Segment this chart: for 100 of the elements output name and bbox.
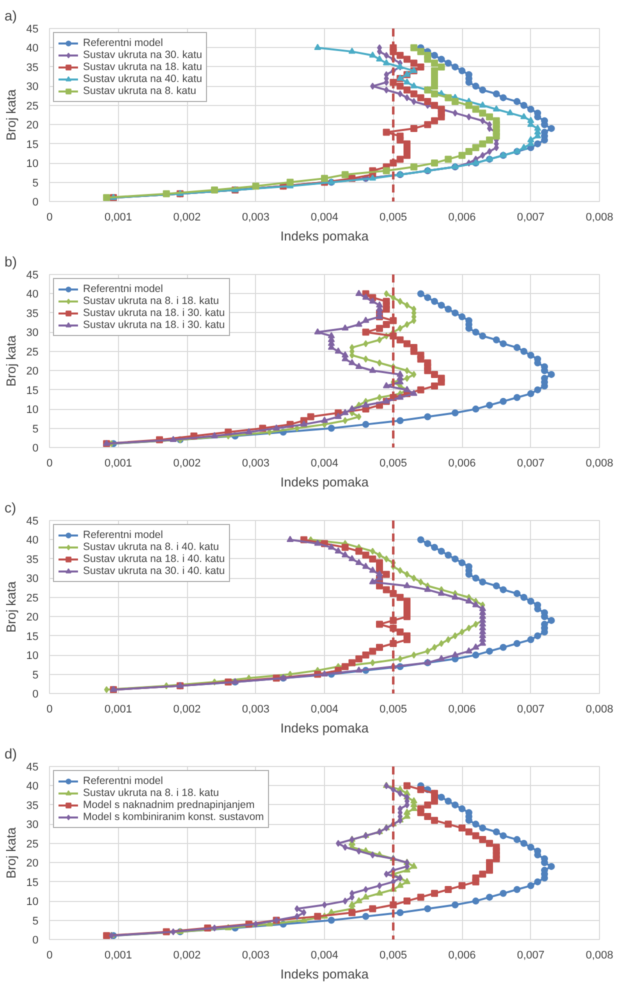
y-tick-label: 5 bbox=[32, 915, 39, 928]
x-axis-title: Indeks pomaka bbox=[280, 228, 370, 244]
y-tick-label: 40 bbox=[26, 288, 39, 301]
x-tick-label: 0,007 bbox=[516, 212, 545, 224]
legend-label: Sustav ukruta na 40. katu bbox=[83, 73, 202, 85]
x-tick-label: 0,003 bbox=[242, 458, 270, 470]
y-tick-label: 35 bbox=[26, 800, 39, 812]
x-tick-label: 0,007 bbox=[516, 704, 545, 716]
legend-label: Sustav ukruta na 30. i 40. katu bbox=[83, 565, 225, 577]
x-tick-label: 0,002 bbox=[173, 704, 201, 716]
y-tick-label: 25 bbox=[26, 100, 39, 112]
legend-label: Model s kombiniranim konst. sustavom bbox=[83, 811, 264, 823]
x-axis-title: Indeks pomaka bbox=[280, 474, 370, 490]
y-tick-label: 30 bbox=[26, 819, 39, 832]
chart-title: c) bbox=[4, 500, 16, 516]
x-tick-label: 0,006 bbox=[448, 950, 476, 962]
y-tick-label: 20 bbox=[26, 612, 39, 624]
y-tick-label: 40 bbox=[26, 534, 39, 547]
x-tick-label: 0,008 bbox=[586, 212, 614, 224]
y-tick-label: 0 bbox=[32, 442, 39, 454]
chart-title: d) bbox=[4, 746, 17, 762]
y-tick-label: 30 bbox=[26, 573, 39, 586]
legend-label: Sustav ukruta na 18. i 40. katu bbox=[83, 553, 225, 565]
x-tick-label: 0,001 bbox=[104, 212, 132, 224]
x-tick-label: 0,008 bbox=[586, 458, 614, 470]
legend-label: Referentni model bbox=[83, 37, 163, 49]
x-tick-label: 0,003 bbox=[242, 950, 270, 962]
y-tick-label: 0 bbox=[32, 934, 39, 946]
legend-label: Referentni model bbox=[83, 775, 163, 787]
chart-title: a) bbox=[4, 8, 17, 24]
legend-label: Referentni model bbox=[83, 529, 163, 541]
legend-label: Sustav ukruta na 8. i 18. katu bbox=[83, 787, 219, 799]
legend-label: Sustav ukruta na 18. katu bbox=[83, 61, 202, 73]
y-tick-label: 15 bbox=[26, 384, 39, 397]
x-tick-label: 0,005 bbox=[379, 950, 408, 962]
x-tick-label: 0 bbox=[46, 950, 53, 962]
y-tick-label: 40 bbox=[26, 780, 39, 793]
x-tick-label: 0,005 bbox=[379, 212, 408, 224]
x-tick-label: 0 bbox=[46, 212, 53, 224]
chart-title: b) bbox=[4, 254, 17, 270]
y-tick-label: 20 bbox=[26, 120, 39, 132]
x-tick-label: 0,006 bbox=[448, 458, 476, 470]
y-axis-title: Broj kata bbox=[3, 334, 18, 387]
y-tick-label: 25 bbox=[26, 346, 39, 358]
y-axis-title: Broj kata bbox=[3, 580, 18, 633]
y-tick-label: 45 bbox=[26, 270, 39, 282]
y-axis-title: Broj kata bbox=[3, 88, 18, 141]
x-tick-label: 0,003 bbox=[242, 212, 270, 224]
y-tick-label: 5 bbox=[32, 669, 39, 682]
x-tick-label: 0,008 bbox=[586, 950, 614, 962]
y-tick-label: 45 bbox=[26, 762, 39, 774]
x-tick-label: 0,004 bbox=[310, 950, 338, 962]
x-tick-label: 0,008 bbox=[586, 704, 614, 716]
x-tick-label: 0,004 bbox=[310, 704, 338, 716]
x-tick-label: 0,001 bbox=[104, 458, 132, 470]
y-tick-label: 10 bbox=[26, 158, 39, 170]
x-tick-label: 0,004 bbox=[310, 458, 338, 470]
x-tick-label: 0,006 bbox=[448, 212, 476, 224]
y-axis-title: Broj kata bbox=[3, 826, 18, 879]
legend-label: Sustav ukruta na 8. i 40. katu bbox=[83, 541, 219, 553]
y-tick-label: 5 bbox=[32, 423, 39, 436]
legend-label: Sustav ukruta na 8. i 18. katu bbox=[83, 295, 219, 307]
y-tick-label: 10 bbox=[26, 404, 39, 416]
legend-label: Sustav ukruta na 18. i 30. katu bbox=[83, 307, 225, 319]
x-tick-label: 0 bbox=[46, 458, 53, 470]
x-tick-label: 0,002 bbox=[173, 458, 201, 470]
y-tick-label: 15 bbox=[26, 876, 39, 889]
legend-label: Sustav ukruta na 18. i 30. katu bbox=[83, 319, 225, 331]
y-tick-label: 45 bbox=[26, 516, 39, 528]
y-tick-label: 35 bbox=[26, 62, 39, 74]
legend-label: Sustav ukruta na 30. katu bbox=[83, 49, 202, 61]
x-tick-label: 0,007 bbox=[516, 458, 545, 470]
y-tick-label: 20 bbox=[26, 366, 39, 378]
y-tick-label: 0 bbox=[32, 196, 39, 208]
legend-label: Model s naknadnim prednapinjanjem bbox=[83, 799, 255, 811]
y-tick-label: 15 bbox=[26, 630, 39, 643]
y-tick-label: 45 bbox=[26, 24, 39, 36]
y-tick-label: 5 bbox=[32, 177, 39, 190]
x-tick-label: 0,002 bbox=[173, 212, 201, 224]
y-tick-label: 25 bbox=[26, 592, 39, 604]
y-tick-label: 35 bbox=[26, 308, 39, 320]
y-tick-label: 10 bbox=[26, 650, 39, 662]
x-tick-label: 0,006 bbox=[448, 704, 476, 716]
x-tick-label: 0 bbox=[46, 704, 53, 716]
x-tick-label: 0,005 bbox=[379, 458, 408, 470]
x-tick-label: 0,002 bbox=[173, 950, 201, 962]
y-tick-label: 20 bbox=[26, 858, 39, 870]
x-tick-label: 0,004 bbox=[310, 212, 338, 224]
x-tick-label: 0,001 bbox=[104, 704, 132, 716]
y-tick-label: 25 bbox=[26, 838, 39, 850]
y-tick-label: 30 bbox=[26, 81, 39, 94]
x-tick-label: 0,007 bbox=[516, 950, 545, 962]
legend-label: Sustav ukruta na 8. katu bbox=[83, 85, 196, 97]
y-tick-label: 30 bbox=[26, 327, 39, 340]
y-tick-label: 40 bbox=[26, 42, 39, 55]
x-axis-title: Indeks pomaka bbox=[280, 966, 370, 982]
y-tick-label: 35 bbox=[26, 554, 39, 566]
y-tick-label: 15 bbox=[26, 138, 39, 151]
x-axis-title: Indeks pomaka bbox=[280, 720, 370, 736]
x-tick-label: 0,001 bbox=[104, 950, 132, 962]
